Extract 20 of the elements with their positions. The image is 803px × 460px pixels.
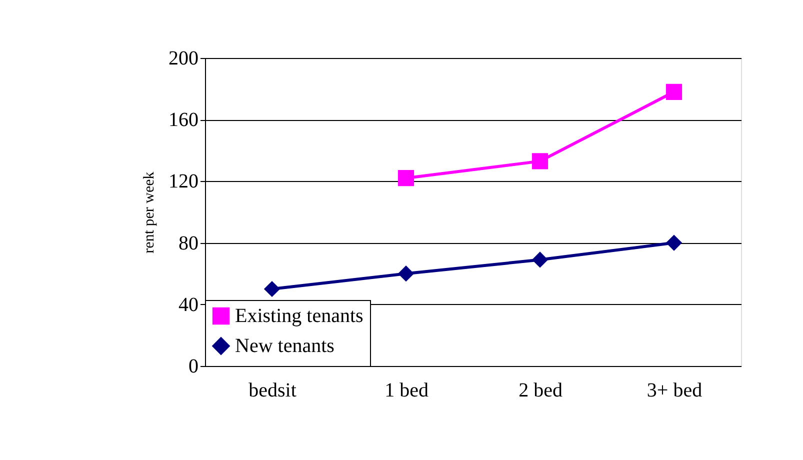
x-tick-label: 2 bed (518, 380, 562, 402)
x-tick-label: 3+ bed (646, 380, 702, 402)
point (666, 84, 682, 100)
legend-label: New tenants (235, 335, 335, 357)
point (532, 153, 548, 170)
y-tick-label: 120 (168, 170, 198, 193)
point (398, 170, 414, 186)
y-tick-label: 40 (178, 294, 198, 316)
x-tick-label: 1 bed (384, 380, 428, 402)
point (398, 266, 414, 282)
y-tick-label: 200 (168, 48, 198, 70)
legend-label: Existing tenants (235, 305, 364, 327)
y-tick-label: 80 (178, 232, 198, 254)
y-axis-title: rent per week (142, 171, 158, 254)
point (264, 280, 280, 298)
x-tick-label: bedsit (248, 380, 297, 402)
y-tick-label: 160 (168, 109, 198, 132)
point (666, 234, 682, 251)
y-tick-label: 0 (188, 356, 198, 378)
point (532, 252, 548, 268)
